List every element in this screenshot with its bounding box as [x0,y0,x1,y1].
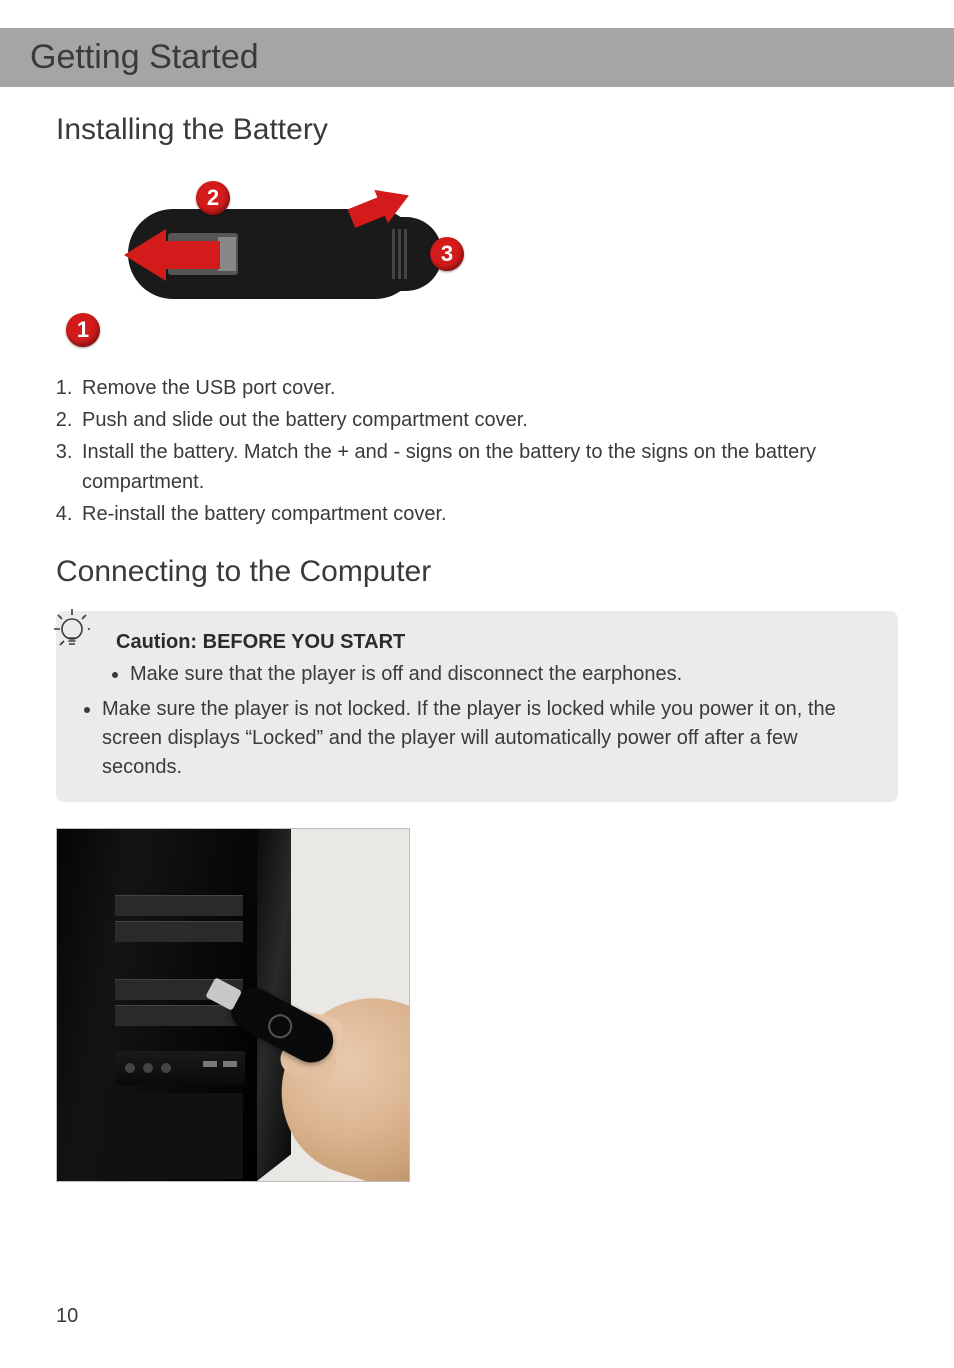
caution-bullets: Make sure that the player is off and dis… [74,660,876,689]
lightbulb-caution-icon [50,603,98,651]
battery-steps-list: Remove the USB port cover. Push and slid… [56,373,898,529]
callout-badge-2: 2 [196,181,230,215]
page-number: 10 [56,1305,78,1328]
battery-step: Remove the USB port cover. [78,373,898,403]
arrow-left-icon [124,229,166,281]
section-connecting-computer-heading: Connecting to the Computer [56,555,898,589]
caution-title: Caution: BEFORE YOU START [116,631,876,654]
content-area: Installing the Battery 1 2 3 Remove the … [0,113,954,1182]
caution-bullet: Make sure that the player is off and dis… [130,660,876,689]
caution-box: Caution: BEFORE YOU START Make sure that… [56,611,898,802]
battery-step: Push and slide out the battery compartme… [78,405,898,435]
battery-step: Install the battery. Match the + and - s… [78,437,898,497]
section-installing-battery-heading: Installing the Battery [56,113,898,147]
caution-bullets: Make sure the player is not locked. If t… [74,695,876,782]
callout-badge-3: 3 [430,237,464,271]
battery-figure: 1 2 3 [56,165,456,355]
chapter-header-band: Getting Started [0,28,954,87]
page: Getting Started Installing the Battery 1… [0,28,954,1368]
chapter-title: Getting Started [30,38,954,77]
computer-connection-figure [56,828,410,1182]
battery-step: Re-install the battery compartment cover… [78,499,898,529]
callout-badge-1: 1 [66,313,100,347]
caution-bullet: Make sure the player is not locked. If t… [102,695,876,782]
